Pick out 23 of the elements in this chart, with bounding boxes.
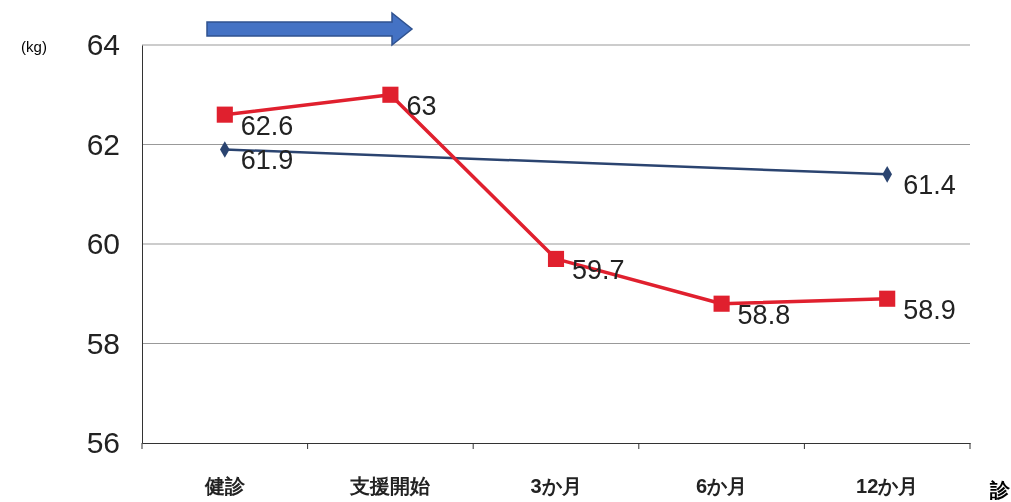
y-tick-label: 58 bbox=[86, 326, 120, 360]
point bbox=[216, 106, 233, 123]
y-tick-label: 56 bbox=[86, 426, 120, 460]
y-tick-label: 64 bbox=[86, 28, 120, 62]
point bbox=[547, 250, 565, 267]
y-axis-title: (kg) bbox=[21, 38, 47, 55]
text: 診 bbox=[989, 479, 1011, 501]
x-tick-label: 6か月 bbox=[696, 475, 748, 498]
data-label: 62.6 bbox=[240, 110, 294, 141]
x-tick-label: 3か月 bbox=[530, 475, 582, 498]
data-label: 61.4 bbox=[903, 170, 956, 201]
data-label: 61.9 bbox=[240, 145, 294, 176]
y-tick-label: 60 bbox=[86, 227, 120, 261]
x-tick-label: 12か月 bbox=[856, 475, 919, 498]
x-tick-label: 支援開始 bbox=[349, 475, 432, 498]
data-label: 63 bbox=[406, 90, 437, 121]
point bbox=[879, 290, 896, 307]
data-label: 58.9 bbox=[903, 294, 956, 325]
y-tick-label: 62 bbox=[86, 127, 120, 161]
point bbox=[382, 86, 399, 103]
x-tick-label: 健診 bbox=[203, 475, 246, 498]
point bbox=[713, 295, 730, 312]
data-label: 58.8 bbox=[737, 299, 791, 330]
